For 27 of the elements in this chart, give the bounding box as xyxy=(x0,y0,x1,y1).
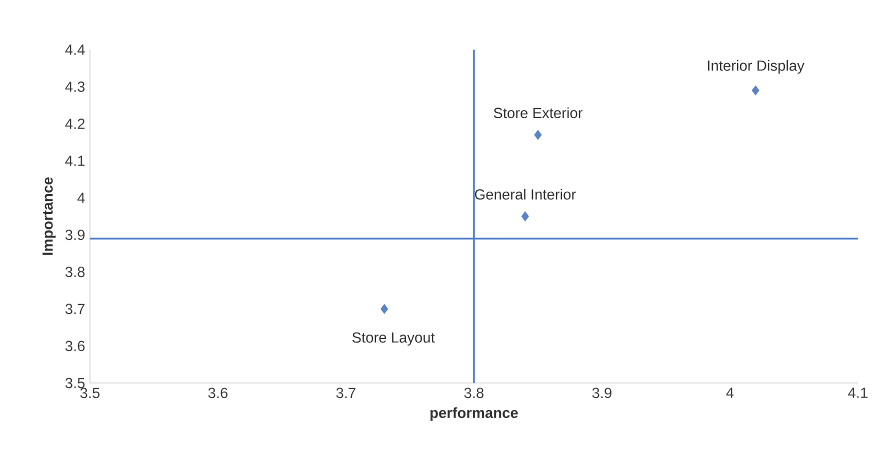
point xyxy=(752,85,760,96)
y-tick-label: 3.9 xyxy=(65,230,85,240)
y-tick-label: 4.1 xyxy=(65,156,85,166)
annotation: Interior Display xyxy=(708,60,804,74)
x-tick-label: 3.5 xyxy=(80,388,100,398)
x-tick-label: 3.8 xyxy=(464,388,484,398)
x-tick-label: 4.1 xyxy=(848,388,868,398)
y-tick-label: 4.3 xyxy=(65,82,85,92)
y-tick-label: 4.4 xyxy=(65,44,85,55)
x-tick-label: 3.7 xyxy=(336,388,356,398)
annotation: Store Layout xyxy=(352,332,435,346)
y-tick-label: 3.8 xyxy=(65,266,85,278)
point xyxy=(521,211,529,222)
y-axis-title: Importance xyxy=(42,177,56,255)
x-tick-label: 4 xyxy=(726,388,734,398)
annotation: General Interior xyxy=(474,188,576,200)
x-tick-label: 3.9 xyxy=(592,388,612,398)
y-tick-label: 3.7 xyxy=(65,304,85,314)
x-tick-label: 3.6 xyxy=(208,388,228,398)
y-tick-label: 4.2 xyxy=(65,118,85,129)
y-tick-label: 4 xyxy=(77,192,85,203)
y-tick-label: 3.6 xyxy=(65,340,85,352)
point xyxy=(380,304,388,314)
point xyxy=(534,130,542,140)
x-axis-title: performance xyxy=(430,407,518,421)
y-tick-label: 3.5 xyxy=(65,378,85,388)
annotation: Store Exterior xyxy=(494,107,583,118)
